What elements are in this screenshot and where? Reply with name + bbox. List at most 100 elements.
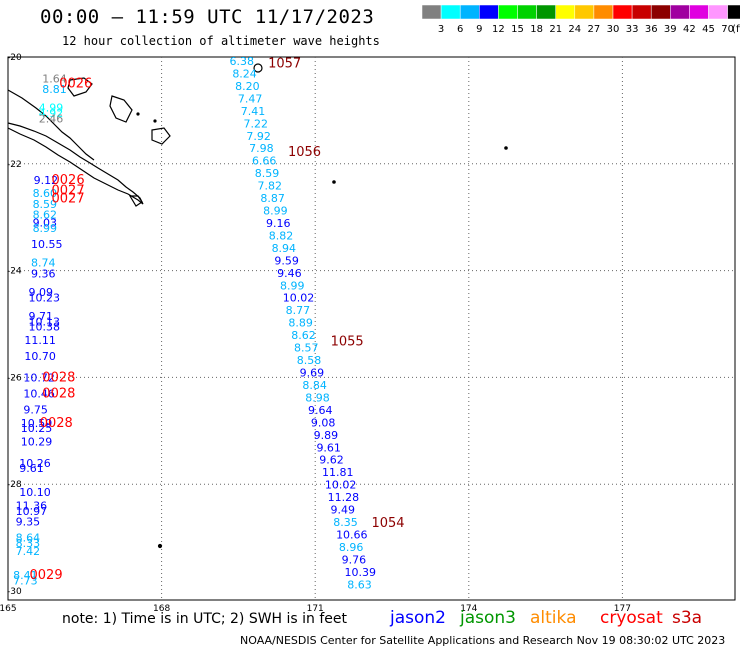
swh-value: 8.62: [291, 329, 316, 342]
east-pass: 6.388.248.207.477.417.227.927.986.668.59…: [230, 55, 405, 591]
lon-tick-label: 165: [0, 604, 17, 614]
islet-1: [253, 63, 263, 73]
swh-value: 9.62: [319, 454, 344, 467]
swh-value: 11.11: [24, 334, 56, 347]
swh-value: 6.66: [252, 155, 277, 168]
swh-value: 9.03: [33, 217, 58, 230]
colorbar-tick-label: 6: [457, 24, 463, 35]
swh-value: 10.55: [31, 238, 63, 251]
islet-2: [157, 543, 163, 549]
lat-tick-label: -20: [7, 53, 22, 63]
swh-value: 10.66: [336, 528, 368, 541]
chart-title: 00:00 — 11:59 UTC 11/17/2023: [40, 6, 375, 28]
pass-time-label: 0026: [59, 77, 92, 92]
colorbar-tick-label: 33: [626, 24, 639, 35]
swh-value: 11.81: [322, 466, 354, 479]
swh-value: 10.59: [21, 417, 53, 430]
swh-value: 7.73: [13, 574, 38, 587]
swh-value: 10.46: [23, 387, 55, 400]
swh-value: 7.42: [16, 545, 41, 558]
lat-tick-label: -28: [7, 480, 22, 490]
coast-fragment-north: [7, 89, 95, 161]
coastline: [7, 63, 508, 549]
pass-time-label: 0028: [42, 386, 75, 401]
ile-des-pins: [128, 195, 143, 207]
legend-s3a: s3a: [672, 608, 703, 628]
pass-time-label: 0028: [42, 370, 75, 385]
colorbar-tick-label: 21: [549, 24, 562, 35]
swh-value: 10.39: [344, 566, 376, 579]
swh-value: 2.46: [39, 112, 64, 125]
swh-value: 8.35: [333, 516, 358, 529]
pass-time-label: 1056: [288, 145, 321, 160]
swh-value: 7.92: [246, 130, 270, 143]
swh-value: 9.16: [266, 217, 291, 230]
swh-value: 9.59: [274, 254, 299, 267]
swh-value: 10.10: [19, 486, 51, 499]
colorbar-tick-label: 15: [511, 24, 524, 35]
swh-value: 9.08: [311, 416, 336, 429]
colorbar-tick-label: 3: [438, 24, 444, 35]
swh-value: 1.64: [42, 72, 67, 85]
pass-time-label: 0027: [52, 184, 85, 199]
lat-tick-label: -26: [7, 373, 22, 383]
west-pass: 1.648.81 4.994.922.46 9.128.608.598.629.03…: [13, 72, 92, 587]
lat-tick-label: -24: [7, 267, 22, 277]
swh-value: 7.41: [241, 105, 265, 118]
swh-value: 9.75: [23, 403, 48, 416]
islet-5: [153, 119, 157, 123]
swh-value: 9.89: [314, 429, 339, 442]
swh-value: 8.77: [286, 304, 311, 317]
colorbar-tick-label: 42: [683, 24, 696, 35]
swh-value: 8.98: [305, 391, 330, 404]
swh-value: 10.26: [19, 457, 51, 470]
legend-jason2: jason2: [390, 608, 446, 628]
swh-value: 9.61: [19, 462, 44, 475]
lon-tick-label: 168: [153, 604, 170, 614]
swh-value: 8.84: [302, 379, 327, 392]
colorbar-tick-label: 39: [664, 24, 677, 35]
swh-value: 8.59: [255, 167, 279, 180]
colorbar-tick-label: 45: [702, 24, 715, 35]
swh-value: 8.74: [31, 257, 56, 270]
swh-value: 9.09: [28, 286, 53, 299]
swh-value: 8.96: [339, 541, 364, 554]
swh-value: 4.99: [39, 102, 64, 115]
legend-jason3: jason3: [460, 608, 516, 628]
lat-tick-label: -22: [7, 160, 22, 170]
pass-time-label: 1057: [268, 57, 301, 72]
swh-value: 7.47: [238, 92, 263, 105]
legend-altika: altika: [530, 608, 577, 628]
lat-tick-label: -30: [7, 587, 22, 597]
swh-value: 8.59: [33, 198, 58, 211]
swh-value: 8.99: [33, 222, 58, 235]
swh-value: 11.28: [328, 491, 360, 504]
colorbar-tick-label: 18: [530, 24, 543, 35]
swh-value: 9.12: [34, 174, 59, 187]
pass-time-label: 0027: [52, 192, 85, 207]
swh-value: 8.24: [232, 67, 256, 80]
swh-value: 10.38: [28, 321, 60, 334]
map-grid: [8, 57, 735, 600]
swh-value: 4.92: [39, 107, 64, 120]
swh-value: 10.29: [21, 435, 53, 448]
swh-value: 8.60: [33, 187, 58, 200]
swh-value: 7.22: [244, 117, 269, 130]
swh-value: 9.64: [308, 404, 333, 417]
swh-value: 8.94: [272, 242, 297, 255]
colorbar-unit: (ft): [732, 24, 740, 35]
colorbar-tick-label: 70: [721, 24, 734, 35]
colorbar-swatch: [727, 4, 740, 20]
pass-time-label: 1055: [331, 334, 364, 349]
swh-value: 8.33: [16, 537, 41, 550]
swh-value: 10.23: [28, 291, 60, 304]
colorbar-tick-label: 27: [588, 24, 601, 35]
swh-value: 8.82: [269, 229, 294, 242]
colorbar-tick-label: 36: [645, 24, 658, 35]
swh-value: 10.02: [325, 479, 357, 492]
swh-value: 9.61: [316, 441, 341, 454]
swh-value: 7.98: [249, 142, 274, 155]
footer-note: note: 1) Time is in UTC; 2) SWH is in fe…: [62, 611, 348, 627]
colorbar-tick-label: 24: [568, 24, 581, 35]
